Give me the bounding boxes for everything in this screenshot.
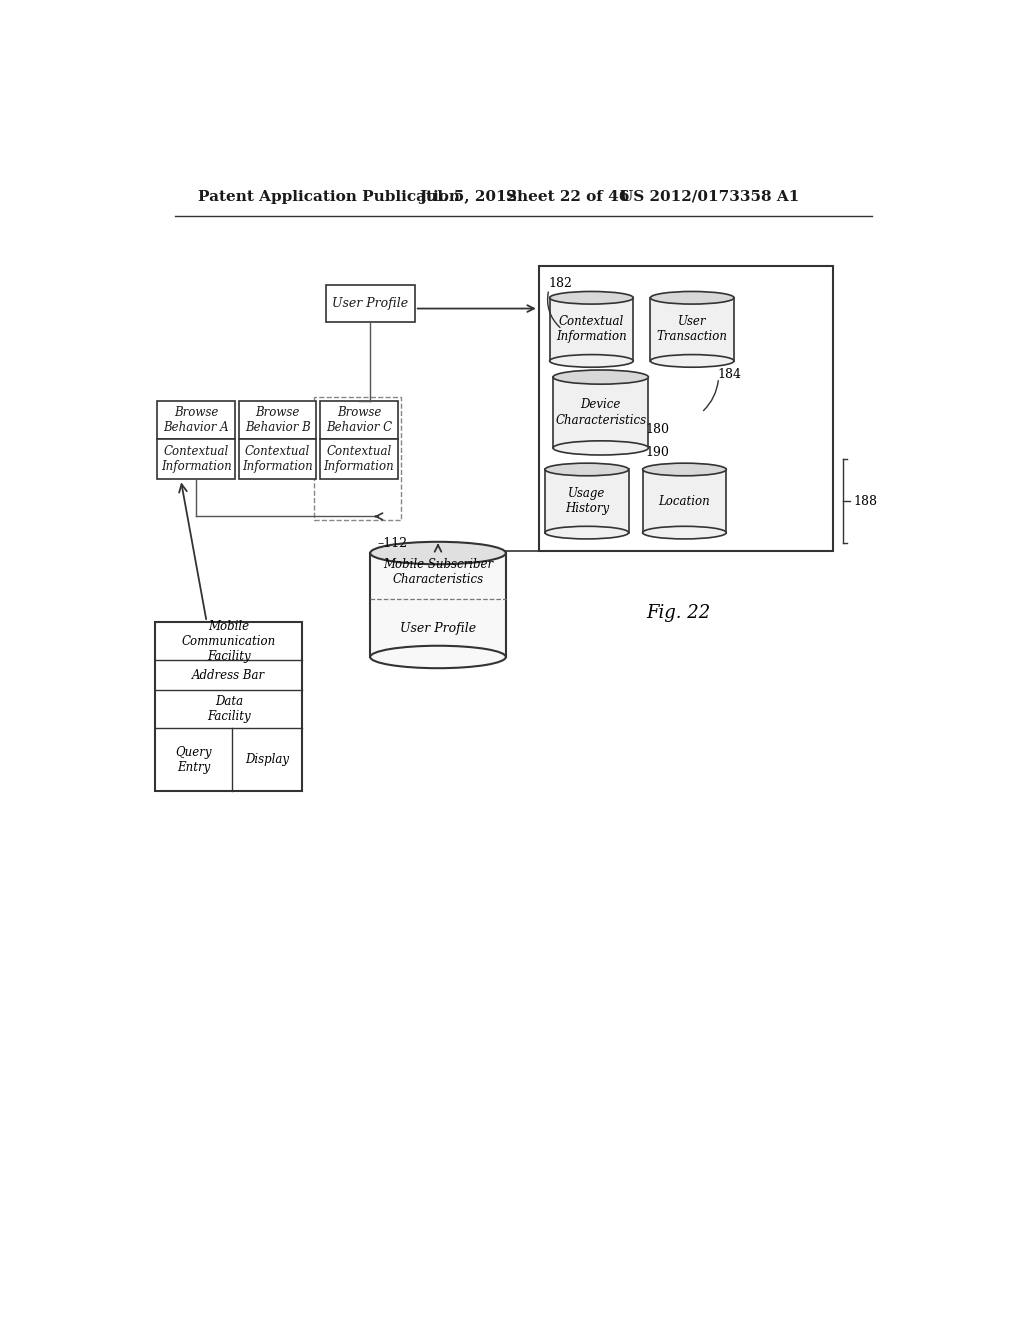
Text: 180: 180: [646, 422, 670, 436]
Bar: [321, 401, 397, 440]
Text: Device
Characteristics: Device Characteristics: [555, 399, 646, 426]
Text: Usage
History: Usage History: [565, 487, 609, 515]
Text: User Profile: User Profile: [332, 297, 409, 310]
Bar: [314, 397, 400, 520]
Text: Location: Location: [658, 495, 711, 508]
Bar: [650, 298, 734, 360]
Ellipse shape: [643, 463, 726, 475]
Text: Query
Entry: Query Entry: [175, 746, 212, 774]
Ellipse shape: [545, 463, 629, 475]
Bar: [321, 440, 397, 479]
Ellipse shape: [553, 370, 648, 384]
Text: Contextual
Information: Contextual Information: [243, 445, 313, 474]
Bar: [239, 440, 316, 479]
Text: Browse
Behavior C: Browse Behavior C: [326, 407, 392, 434]
Text: Mobile Subscriber
Characteristics: Mobile Subscriber Characteristics: [383, 558, 494, 586]
Text: Address Bar: Address Bar: [193, 668, 265, 681]
Text: Browse
Behavior A: Browse Behavior A: [164, 407, 229, 434]
Ellipse shape: [550, 355, 633, 367]
Bar: [643, 470, 726, 533]
Text: US 2012/0173358 A1: US 2012/0173358 A1: [621, 190, 800, 203]
Ellipse shape: [650, 292, 734, 304]
Bar: [158, 440, 234, 479]
Bar: [371, 553, 506, 657]
Text: Patent Application Publication: Patent Application Publication: [198, 190, 460, 203]
Ellipse shape: [650, 355, 734, 367]
Text: Sheet 22 of 46: Sheet 22 of 46: [506, 190, 630, 203]
Ellipse shape: [643, 527, 726, 539]
Text: User Profile: User Profile: [400, 622, 476, 635]
Text: Contextual
Information: Contextual Information: [556, 315, 627, 343]
Ellipse shape: [550, 292, 633, 304]
Bar: [239, 401, 316, 440]
Text: Mobile
Communication
Facility: Mobile Communication Facility: [181, 619, 275, 663]
Text: 184: 184: [717, 367, 741, 380]
Text: Contextual
Information: Contextual Information: [324, 445, 394, 474]
Text: Display: Display: [245, 754, 289, 767]
Text: 188: 188: [853, 495, 878, 508]
Bar: [326, 285, 415, 322]
Text: Fig. 22: Fig. 22: [646, 603, 711, 622]
Ellipse shape: [553, 441, 648, 455]
Text: Contextual
Information: Contextual Information: [161, 445, 231, 474]
Bar: [545, 470, 629, 533]
Text: 190: 190: [646, 446, 670, 459]
Text: Jul. 5, 2012: Jul. 5, 2012: [419, 190, 517, 203]
Bar: [553, 378, 648, 447]
Ellipse shape: [371, 541, 506, 564]
Text: Browse
Behavior B: Browse Behavior B: [245, 407, 310, 434]
Text: 182: 182: [548, 277, 572, 289]
Bar: [155, 622, 302, 792]
Bar: [158, 401, 234, 440]
Ellipse shape: [545, 527, 629, 539]
Bar: [550, 298, 633, 360]
Bar: [539, 267, 834, 552]
Text: User
Transaction: User Transaction: [656, 315, 728, 343]
Text: Data
Facility: Data Facility: [207, 694, 251, 723]
Text: –112: –112: [378, 537, 408, 550]
Ellipse shape: [371, 645, 506, 668]
